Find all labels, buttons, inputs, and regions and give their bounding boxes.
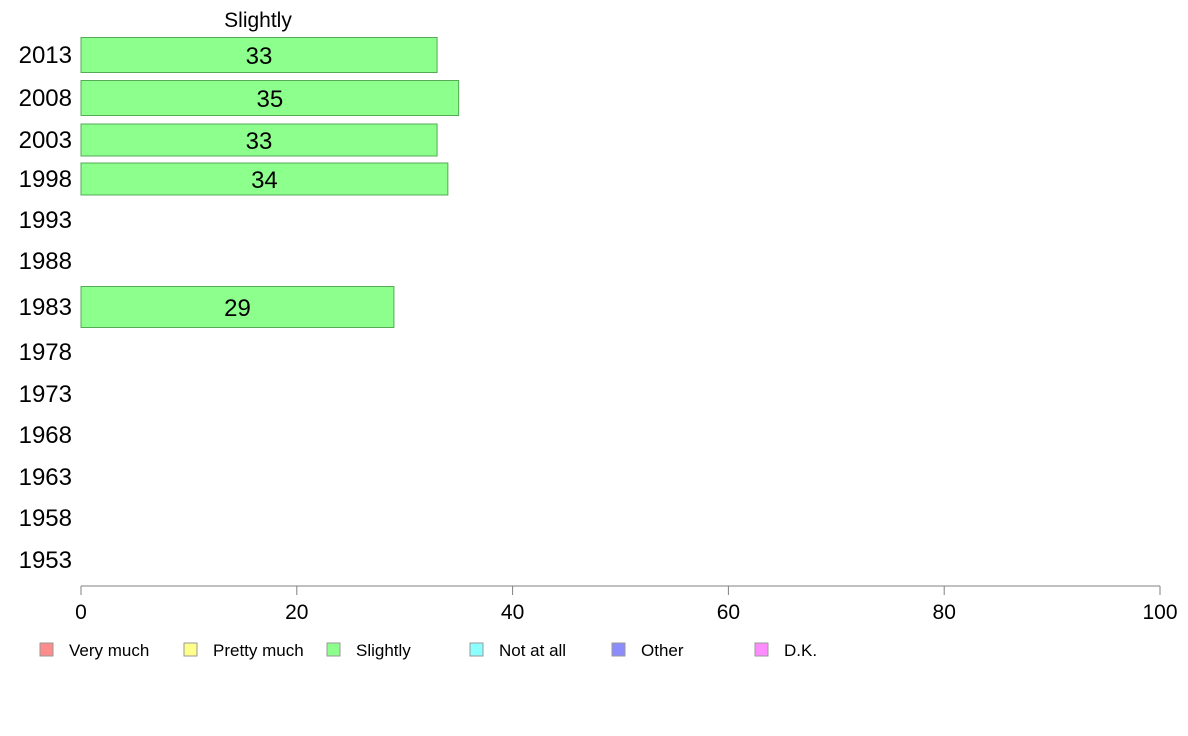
bar-value-label: 29 bbox=[224, 295, 251, 322]
x-tick-label: 80 bbox=[933, 601, 956, 624]
legend-label: Very much bbox=[69, 641, 149, 660]
year-label: 2013 bbox=[19, 42, 72, 69]
legend-label: Slightly bbox=[356, 641, 411, 660]
x-tick-label: 0 bbox=[75, 601, 87, 624]
legend-swatch bbox=[326, 642, 341, 657]
bar bbox=[80, 162, 449, 196]
legend-label: Other bbox=[641, 641, 684, 660]
bar bbox=[80, 286, 395, 328]
year-label: 2008 bbox=[19, 85, 72, 112]
year-label: 1983 bbox=[19, 294, 72, 321]
year-label: 1953 bbox=[19, 547, 72, 574]
year-label: 1963 bbox=[19, 464, 72, 491]
bar-value-label: 35 bbox=[256, 86, 283, 113]
legend-label: Pretty much bbox=[213, 641, 304, 660]
legend-swatch bbox=[39, 642, 54, 657]
bar bbox=[80, 80, 460, 116]
x-tick-label: 40 bbox=[501, 601, 524, 624]
year-label: 2003 bbox=[19, 127, 72, 154]
legend-label: D.K. bbox=[784, 641, 817, 660]
year-label: 1978 bbox=[19, 339, 72, 366]
bar-value-label: 33 bbox=[246, 43, 273, 70]
x-axis: 0 20 40 60 80 100 bbox=[75, 585, 1178, 624]
x-tick-label: 60 bbox=[717, 601, 740, 624]
legend-swatch bbox=[611, 642, 626, 657]
x-tick-label: 20 bbox=[285, 601, 308, 624]
bar-value-label: 33 bbox=[246, 128, 273, 155]
legend: Very much Pretty much Slightly Not at all Ot… bbox=[39, 641, 817, 660]
legend-swatch bbox=[754, 642, 769, 657]
year-labels-group: 2013 2008 2003 1998 1993 1988 1983 1978 1973 1968… bbox=[19, 42, 72, 574]
bars-group: 33 35 33 34 29 bbox=[80, 37, 460, 328]
legend-label: Not at all bbox=[499, 641, 566, 660]
bar-value-label: 34 bbox=[251, 167, 278, 194]
legend-swatch bbox=[183, 642, 198, 657]
year-label: 1958 bbox=[19, 505, 72, 532]
legend-swatch bbox=[469, 642, 484, 657]
year-label: 1968 bbox=[19, 422, 72, 449]
year-label: 1993 bbox=[19, 207, 72, 234]
bar bbox=[80, 123, 438, 157]
year-label: 1998 bbox=[19, 166, 72, 193]
bar bbox=[80, 37, 438, 73]
x-tick-label: 100 bbox=[1142, 601, 1177, 624]
year-label: 1988 bbox=[19, 248, 72, 275]
year-label: 1973 bbox=[19, 381, 72, 408]
panel-title: Slightly bbox=[224, 9, 292, 32]
